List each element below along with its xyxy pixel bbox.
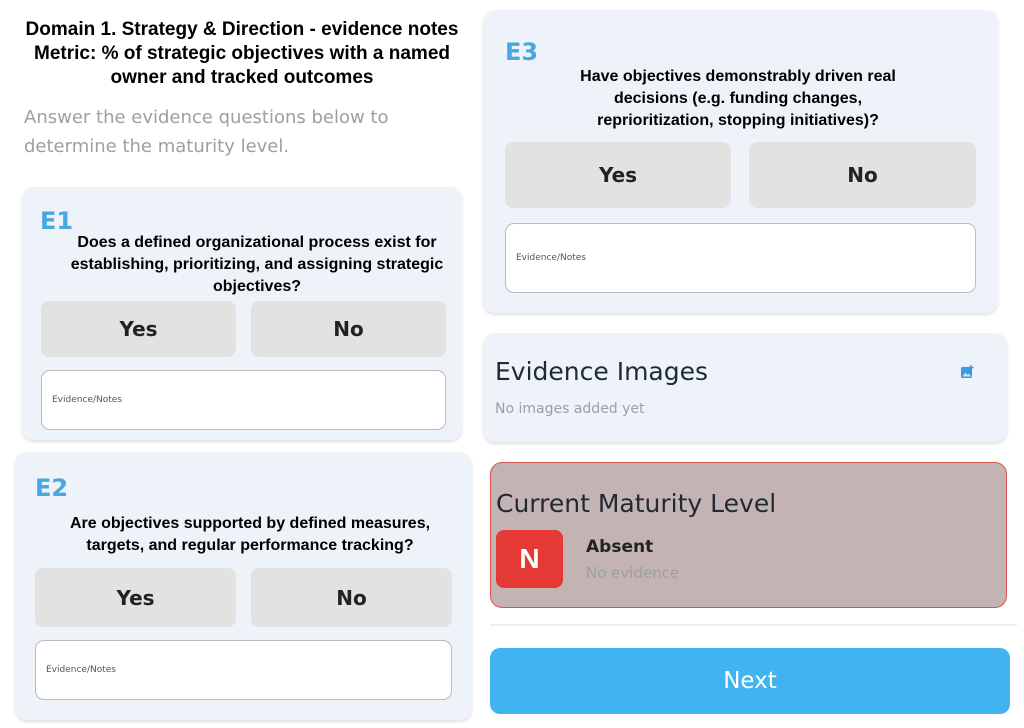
- no-button[interactable]: No: [251, 568, 452, 627]
- question-text: Have objectives demonstrably driven real…: [580, 68, 896, 129]
- add-photo-icon[interactable]: [961, 365, 974, 378]
- question-text: Are objectives supported by defined meas…: [69, 515, 431, 554]
- maturity-level: Absent: [586, 537, 654, 557]
- next-button[interactable]: Next: [490, 648, 1010, 714]
- question-text: Does a defined organizational process ex…: [70, 234, 444, 295]
- maturity-desc: No evidence: [586, 564, 680, 582]
- evidence-notes-input[interactable]: Evidence/Notes: [35, 640, 452, 700]
- divider: [490, 624, 1017, 626]
- maturity-badge: N: [496, 530, 563, 588]
- page-heading: Domain 1. Strategy & Direction - evidenc…: [0, 18, 484, 90]
- no-button[interactable]: No: [251, 301, 446, 357]
- evidence-notes-input[interactable]: Evidence/Notes: [41, 370, 446, 430]
- question-card-e1: E1 Does a defined organizational process…: [22, 187, 462, 440]
- heading-line: Domain 1. Strategy & Direction - evidenc…: [25, 19, 459, 40]
- heading-line: Metric: % of strategic objectives with a…: [34, 43, 450, 64]
- question-card-e3: E3 Have objectives demonstrably driven r…: [483, 10, 998, 313]
- evidence-images-title: Evidence Images: [495, 357, 709, 386]
- intro-text: Answer the evidence questions below to d…: [24, 107, 389, 157]
- question-card-e2: E2 Are objectives supported by defined m…: [15, 452, 472, 720]
- no-button[interactable]: No: [749, 142, 976, 208]
- evidence-notes-input[interactable]: Evidence/Notes: [505, 223, 976, 293]
- question-id: E2: [35, 474, 69, 502]
- yes-button[interactable]: Yes: [41, 301, 236, 357]
- question-id: E3: [505, 38, 539, 66]
- maturity-card: Current Maturity Level N Absent No evide…: [490, 462, 1007, 608]
- maturity-title: Current Maturity Level: [496, 489, 777, 518]
- heading-line: owner and tracked outcomes: [110, 67, 374, 88]
- yes-button[interactable]: Yes: [35, 568, 236, 627]
- evidence-images-card: Evidence Images No images added yet: [483, 333, 1007, 442]
- question-id: E1: [40, 207, 74, 235]
- evidence-images-empty: No images added yet: [495, 401, 645, 417]
- yes-button[interactable]: Yes: [505, 142, 731, 208]
